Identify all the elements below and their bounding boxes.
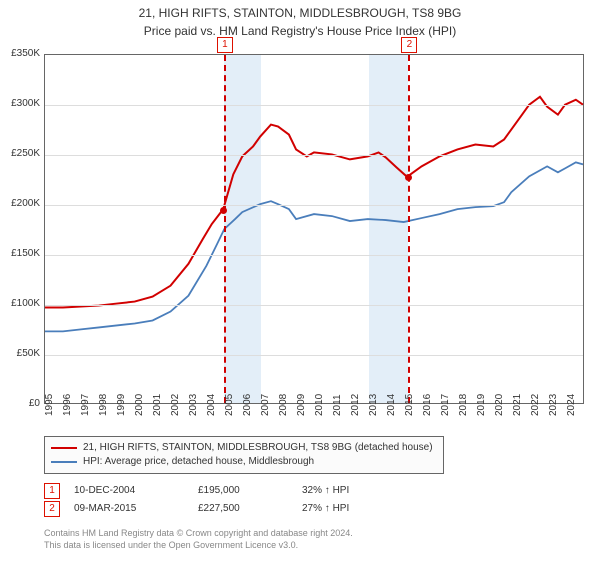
x-tick-label: 1999	[116, 404, 127, 416]
marker-line	[408, 55, 410, 403]
x-tick-label: 2022	[530, 404, 541, 416]
x-tick-label: 1998	[98, 404, 109, 416]
credit-line2: This data is licensed under the Open Gov…	[44, 540, 353, 552]
x-tick-label: 2024	[566, 404, 577, 416]
legend-label: HPI: Average price, detached house, Midd…	[83, 455, 314, 469]
marker-dot	[220, 207, 227, 214]
x-tick-label: 2007	[260, 404, 271, 416]
x-tick-label: 1996	[62, 404, 73, 416]
y-tick-label: £250K	[0, 148, 40, 159]
legend: 21, HIGH RIFTS, STAINTON, MIDDLESBROUGH,…	[44, 436, 444, 474]
marker-label: 2	[401, 37, 417, 53]
x-tick-label: 2019	[476, 404, 487, 416]
series-hpi	[45, 162, 583, 331]
chart-container: 21, HIGH RIFTS, STAINTON, MIDDLESBROUGH,…	[0, 6, 600, 566]
marker-dot	[405, 174, 412, 181]
legend-row: 21, HIGH RIFTS, STAINTON, MIDDLESBROUGH,…	[51, 441, 437, 455]
gridline	[45, 105, 583, 106]
x-tick-label: 1995	[44, 404, 55, 416]
x-tick-label: 2018	[458, 404, 469, 416]
sale-marker-id: 1	[44, 483, 60, 499]
y-tick-label: £0	[0, 398, 40, 409]
marker-line	[224, 55, 226, 403]
sale-date: 10-DEC-2004	[74, 482, 184, 500]
sale-date: 09-MAR-2015	[74, 500, 184, 518]
x-tick-label: 2005	[224, 404, 235, 416]
x-tick-label: 2021	[512, 404, 523, 416]
sale-price: £227,500	[198, 500, 288, 518]
plot-area: 12	[44, 54, 584, 404]
chart-title-subtitle: Price paid vs. HM Land Registry's House …	[0, 24, 600, 40]
x-tick-label: 2003	[188, 404, 199, 416]
x-tick-label: 2015	[404, 404, 415, 416]
y-tick-label: £200K	[0, 198, 40, 209]
x-tick-label: 2014	[386, 404, 397, 416]
x-tick-label: 2004	[206, 404, 217, 416]
gridline	[45, 355, 583, 356]
y-tick-label: £300K	[0, 98, 40, 109]
sale-delta: 32% ↑ HPI	[302, 482, 349, 500]
gridline	[45, 155, 583, 156]
x-tick-label: 1997	[80, 404, 91, 416]
y-tick-label: £150K	[0, 248, 40, 259]
legend-swatch	[51, 447, 77, 449]
sale-price: £195,000	[198, 482, 288, 500]
legend-swatch	[51, 461, 77, 463]
sale-row: 2 09-MAR-2015 £227,500 27% ↑ HPI	[44, 500, 349, 518]
x-tick-label: 2001	[152, 404, 163, 416]
x-tick-label: 2002	[170, 404, 181, 416]
x-tick-label: 2017	[440, 404, 451, 416]
gridline	[45, 255, 583, 256]
credit-text: Contains HM Land Registry data © Crown c…	[44, 528, 353, 551]
sale-marker-id: 2	[44, 501, 60, 517]
sale-row: 1 10-DEC-2004 £195,000 32% ↑ HPI	[44, 482, 349, 500]
chart-title-address: 21, HIGH RIFTS, STAINTON, MIDDLESBROUGH,…	[0, 6, 600, 22]
sale-delta: 27% ↑ HPI	[302, 500, 349, 518]
gridline	[45, 205, 583, 206]
sales-table: 1 10-DEC-2004 £195,000 32% ↑ HPI 2 09-MAR-201…	[44, 482, 349, 518]
x-tick-label: 2013	[368, 404, 379, 416]
x-tick-label: 2006	[242, 404, 253, 416]
chart-svg	[45, 55, 583, 403]
x-tick-label: 2016	[422, 404, 433, 416]
x-tick-label: 2009	[296, 404, 307, 416]
x-tick-label: 2020	[494, 404, 505, 416]
x-tick-label: 2010	[314, 404, 325, 416]
credit-line1: Contains HM Land Registry data © Crown c…	[44, 528, 353, 540]
x-tick-label: 2012	[350, 404, 361, 416]
x-tick-label: 2000	[134, 404, 145, 416]
y-tick-label: £350K	[0, 48, 40, 59]
gridline	[45, 305, 583, 306]
marker-label: 1	[217, 37, 233, 53]
x-tick-label: 2023	[548, 404, 559, 416]
y-tick-label: £50K	[0, 348, 40, 359]
x-tick-label: 2011	[332, 404, 343, 416]
legend-label: 21, HIGH RIFTS, STAINTON, MIDDLESBROUGH,…	[83, 441, 433, 455]
y-tick-label: £100K	[0, 298, 40, 309]
x-tick-label: 2008	[278, 404, 289, 416]
legend-row: HPI: Average price, detached house, Midd…	[51, 455, 437, 469]
